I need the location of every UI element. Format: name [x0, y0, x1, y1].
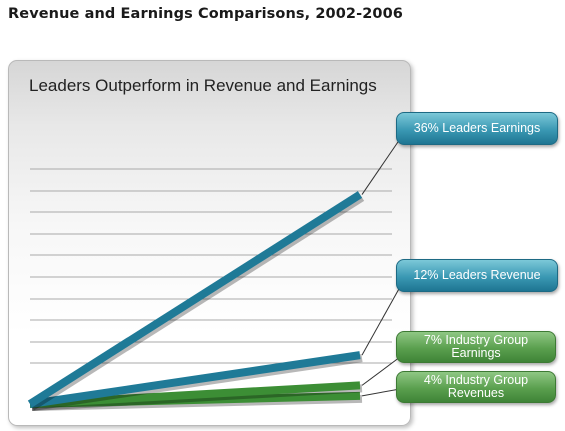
callout-leaders-revenue: 12% Leaders Revenue — [396, 259, 558, 292]
callout-connector — [361, 388, 401, 397]
callout-leaders-earnings: 36% Leaders Earnings — [396, 112, 558, 145]
chart-panel — [8, 60, 411, 426]
page-title: Revenue and Earnings Comparisons, 2002-2… — [8, 6, 403, 22]
series-lines — [27, 191, 365, 411]
series-line-1 — [29, 351, 361, 408]
gridlines — [30, 168, 392, 364]
series-line-2 — [29, 381, 361, 408]
callout-industry-earnings: 7% Industry Group Earnings — [396, 331, 556, 363]
series-line-0 — [27, 191, 363, 408]
chart-title: Leaders Outperform in Revenue and Earnin… — [29, 76, 377, 95]
callout-connector — [361, 286, 401, 356]
callout-connector — [361, 356, 401, 386]
callout-connector — [361, 138, 401, 195]
callout-industry-revenues: 4% Industry Group Revenues — [396, 371, 556, 403]
callout-connectors — [361, 138, 401, 397]
